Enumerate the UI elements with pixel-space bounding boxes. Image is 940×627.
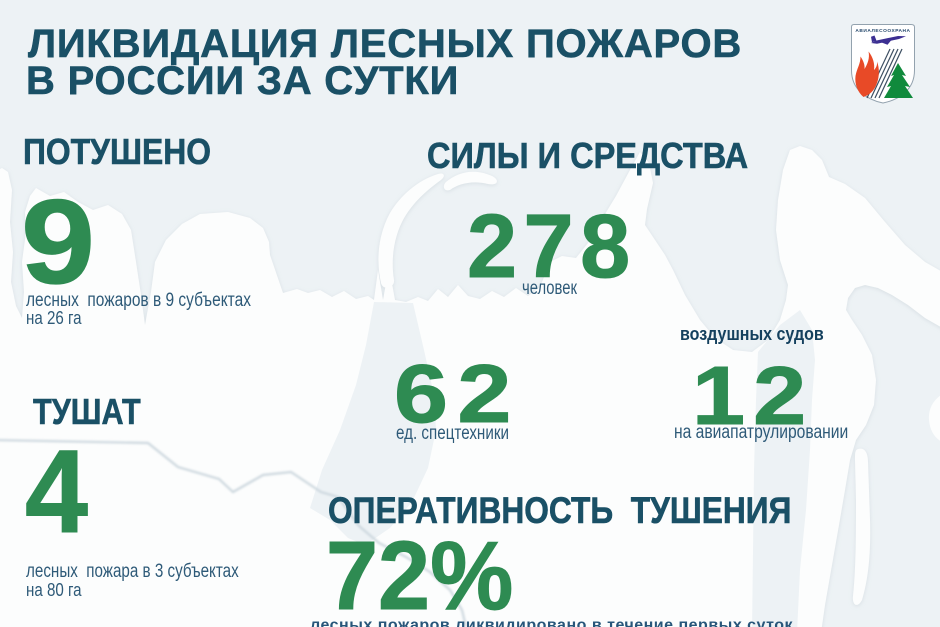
svg-text:АВИАЛЕСООХРАНА: АВИАЛЕСООХРАНА <box>855 28 910 34</box>
